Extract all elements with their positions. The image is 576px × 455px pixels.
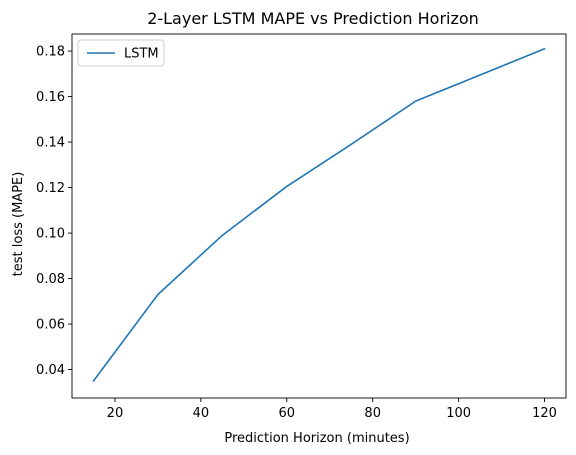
- plot-area: 20 40 60 80 100 120 0.04 0.06 0.08 0.10 0.12 0.14 0.…: [36, 33, 567, 421]
- y-tick-label: 0.10: [36, 227, 65, 242]
- x-tick-label: 60: [279, 406, 296, 421]
- y-tick-label: 0.16: [36, 90, 65, 105]
- y-tick-label: 0.12: [36, 181, 65, 196]
- y-axis-label: test loss (MAPE): [11, 172, 26, 277]
- y-tick-label: 0.18: [36, 45, 65, 60]
- legend-label: LSTM: [124, 47, 159, 62]
- x-tick-label: 80: [364, 406, 381, 421]
- y-tick-label: 0.04: [36, 363, 65, 378]
- y-tick-label: 0.06: [36, 318, 65, 333]
- x-tick-label: 100: [446, 406, 471, 421]
- x-tick-label: 40: [193, 406, 210, 421]
- x-tick-label: 20: [107, 406, 124, 421]
- legend: LSTM: [77, 39, 165, 67]
- chart-title: 2-Layer LSTM MAPE vs Prediction Horizon: [147, 9, 479, 28]
- series-line-0: [92, 47, 546, 383]
- x-tick-label: 120: [532, 406, 557, 421]
- legend-box: [77, 39, 165, 67]
- x-axis-label: Prediction Horizon (minutes): [224, 431, 409, 446]
- plot-frame: [71, 33, 567, 399]
- y-tick-label: 0.08: [36, 272, 65, 287]
- y-tick-label: 0.14: [36, 136, 65, 151]
